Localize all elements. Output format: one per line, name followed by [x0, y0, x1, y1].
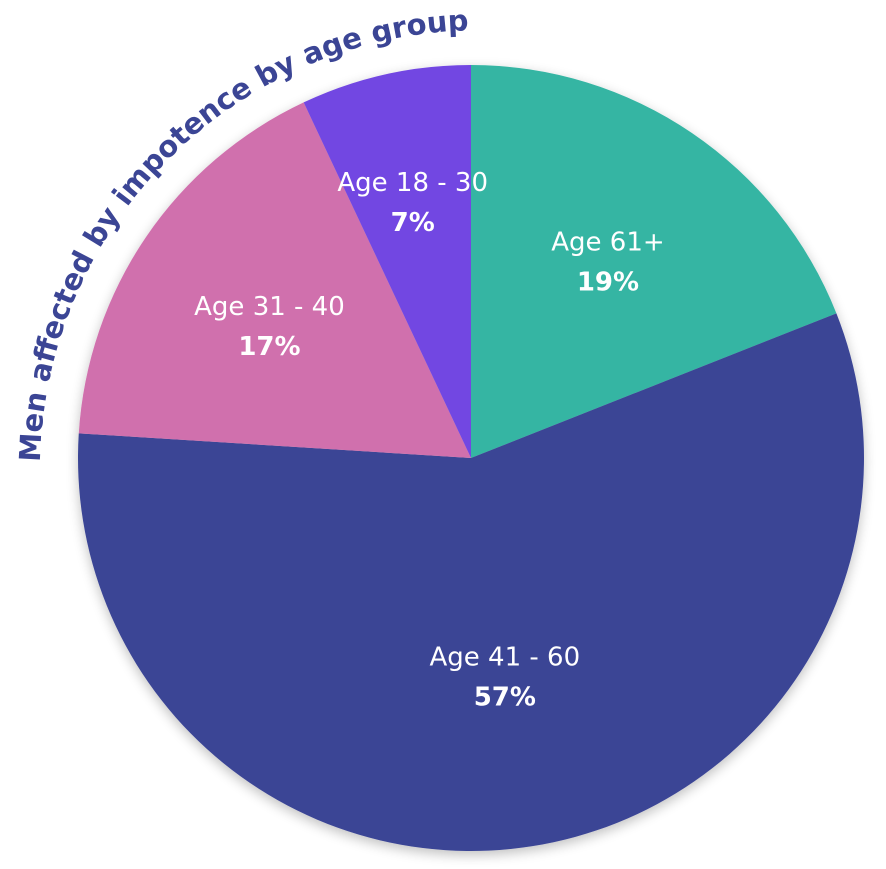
pie-slice-2	[78, 313, 864, 852]
pie-labels: Age 61+ 19% Age 41 - 60 57% Age 31 - 40 17% Ag…	[194, 168, 665, 712]
slice-label-4: Age 18 - 30	[337, 168, 488, 198]
slice-label-1: Age 61+	[551, 227, 664, 257]
slice-value-4: 7%	[391, 208, 435, 238]
slice-value-2: 57%	[474, 682, 536, 712]
slice-value-1: 19%	[577, 267, 639, 297]
pie-slice-1	[471, 65, 837, 458]
pie-slice-4	[303, 65, 471, 458]
pie-slices	[78, 65, 864, 852]
slice-label-3: Age 31 - 40	[194, 292, 345, 322]
pie-slice-3	[78, 102, 471, 459]
slice-label-2: Age 41 - 60	[429, 642, 580, 672]
slice-value-3: 17%	[238, 332, 300, 362]
